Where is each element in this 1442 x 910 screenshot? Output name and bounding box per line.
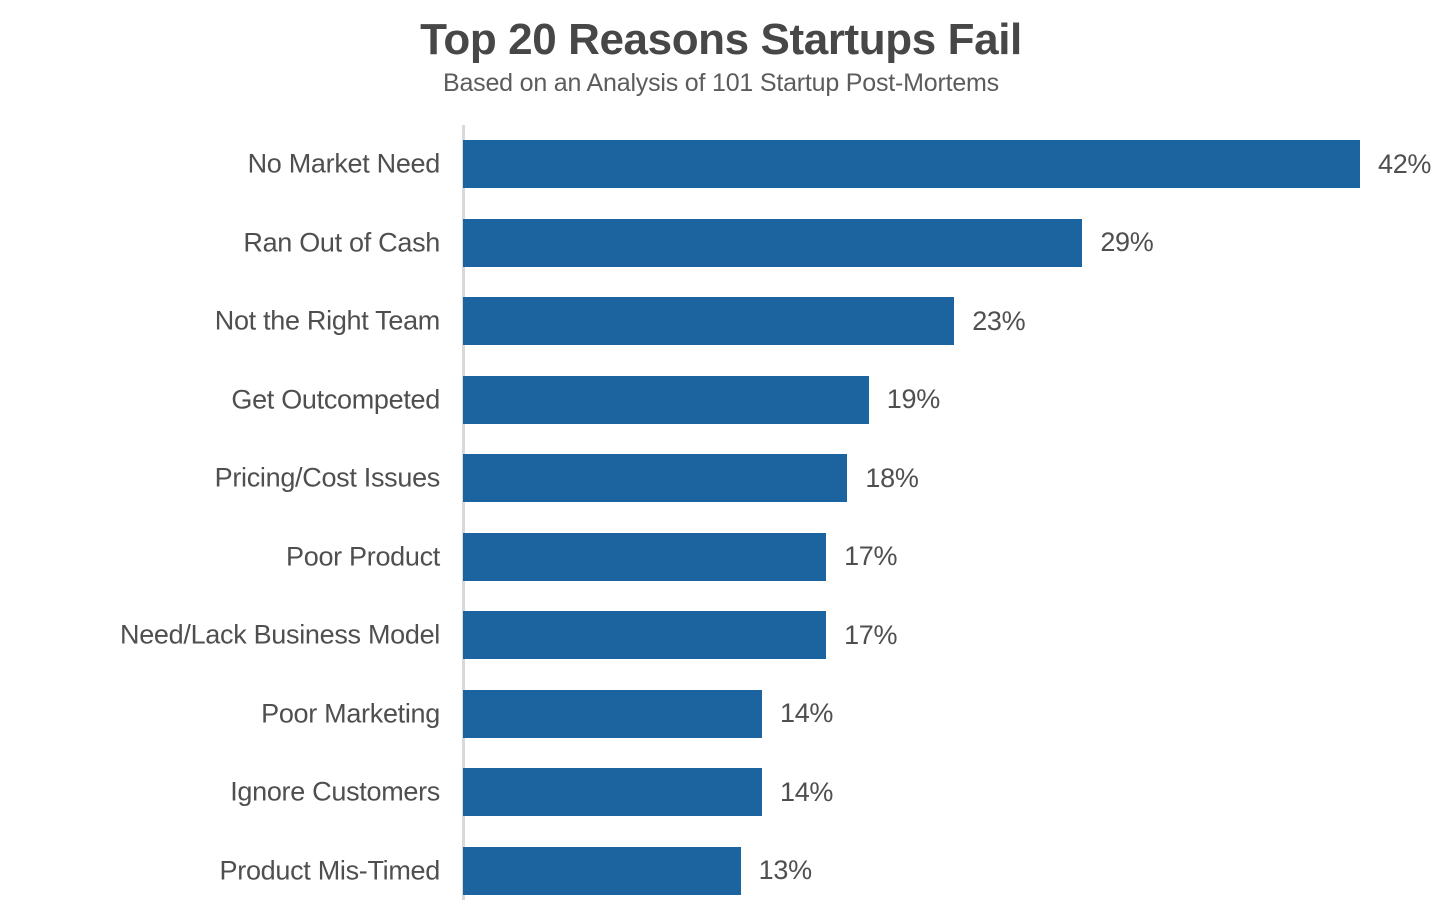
category-label: Pricing/Cost Issues [215,465,440,492]
category-label: Get Outcompeted [231,386,440,413]
bar-row: Poor Marketing 14% [0,675,1442,754]
bar-row: Pricing/Cost Issues 18% [0,439,1442,518]
bar [463,454,847,502]
bar [463,611,826,659]
bar-row: Product Mis-Timed 13% [0,832,1442,910]
category-label: Poor Product [286,543,440,570]
bar-value-label: 42% [1378,151,1431,178]
bar-value-label: 13% [759,857,812,884]
category-label: Poor Marketing [261,700,440,727]
bar-track: 19% [463,376,940,424]
bar-track: 14% [463,768,833,816]
bar [463,219,1082,267]
bar-track: 14% [463,690,833,738]
bar [463,533,826,581]
category-label: Product Mis-Timed [220,857,440,884]
bar-track: 13% [463,847,812,895]
bar [463,297,954,345]
bar [463,140,1360,188]
category-label: Ran Out of Cash [243,229,440,256]
bar-series: No Market Need 42% Ran Out of Cash 29% Not t… [0,125,1442,910]
bar-row: Get Outcompeted 19% [0,361,1442,440]
bar [463,847,741,895]
bar [463,768,762,816]
bar-track: 17% [463,611,897,659]
bar-value-label: 17% [844,622,897,649]
bar-value-label: 19% [887,386,940,413]
chart-header: Top 20 Reasons Startups Fail Based on an… [0,0,1442,97]
bar-row: No Market Need 42% [0,125,1442,204]
bar-value-label: 17% [844,543,897,570]
bar-track: 17% [463,533,897,581]
bar-row: Ignore Customers 14% [0,753,1442,832]
bar-value-label: 29% [1100,229,1153,256]
bar-row: Not the Right Team 23% [0,282,1442,361]
bar-track: 42% [463,140,1431,188]
chart-title: Top 20 Reasons Startups Fail [0,0,1442,64]
bar-value-label: 18% [865,465,918,492]
bar-track: 18% [463,454,919,502]
plot-area: No Market Need 42% Ran Out of Cash 29% Not t… [0,125,1442,900]
bar-row: Need/Lack Business Model 17% [0,596,1442,675]
bar-row: Ran Out of Cash 29% [0,204,1442,283]
bar-value-label: 14% [780,700,833,727]
bar-value-label: 14% [780,779,833,806]
bar-track: 29% [463,219,1153,267]
bar-track: 23% [463,297,1025,345]
category-label: Need/Lack Business Model [120,622,440,649]
bar-row: Poor Product 17% [0,518,1442,597]
chart-subtitle: Based on an Analysis of 101 Startup Post… [0,64,1442,98]
category-label: Ignore Customers [230,779,440,806]
category-label: No Market Need [248,151,440,178]
category-label: Not the Right Team [215,308,440,335]
bar [463,376,869,424]
bar [463,690,762,738]
bar-value-label: 23% [972,308,1025,335]
